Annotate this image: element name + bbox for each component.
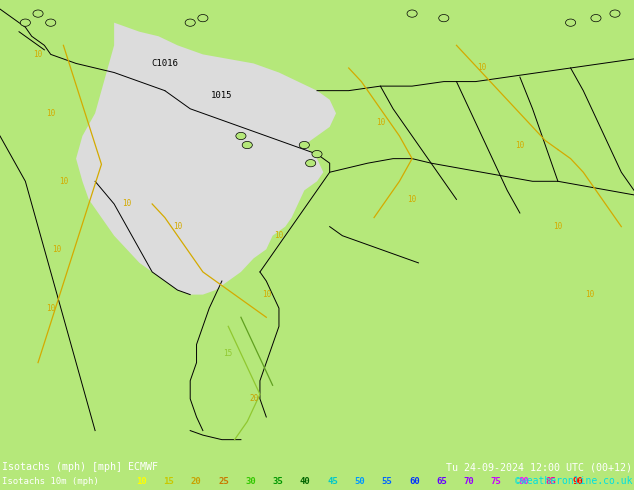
Circle shape [312,150,322,158]
Circle shape [198,15,208,22]
Text: 15: 15 [164,477,174,486]
Text: 10: 10 [34,50,42,59]
Text: 10: 10 [376,118,385,127]
Circle shape [610,10,620,17]
Text: 90: 90 [573,477,583,486]
Circle shape [46,19,56,26]
Text: 50: 50 [354,477,365,486]
Text: 10: 10 [46,109,55,118]
Text: 40: 40 [300,477,311,486]
Text: 10: 10 [408,195,417,204]
Text: C1016: C1016 [152,59,178,68]
Text: Isotachs 10m (mph): Isotachs 10m (mph) [2,477,99,486]
Text: 1015: 1015 [211,91,233,99]
Circle shape [566,19,576,26]
Text: Isotachs (mph) [mph] ECMWF: Isotachs (mph) [mph] ECMWF [2,463,158,472]
Circle shape [299,142,309,148]
Text: 70: 70 [463,477,474,486]
Text: 10: 10 [122,199,131,208]
Text: 10: 10 [53,245,61,254]
Text: 80: 80 [518,477,529,486]
Text: ©weatheronline.co.uk: ©weatheronline.co.uk [515,476,632,486]
Text: 20: 20 [249,394,258,403]
Text: 55: 55 [382,477,392,486]
Text: 20: 20 [191,477,202,486]
Text: 10: 10 [173,222,182,231]
Text: 65: 65 [436,477,447,486]
Circle shape [439,15,449,22]
Text: 60: 60 [409,477,420,486]
Circle shape [591,15,601,22]
Text: 15: 15 [224,349,233,358]
Text: 10: 10 [46,304,55,313]
Circle shape [20,19,30,26]
Circle shape [242,142,252,148]
Circle shape [407,10,417,17]
Text: 10: 10 [136,477,147,486]
Text: 10: 10 [477,64,486,73]
Text: 30: 30 [245,477,256,486]
Text: 10: 10 [275,231,283,240]
Text: 10: 10 [553,222,562,231]
Text: 10: 10 [262,290,271,299]
Text: 10: 10 [59,177,68,186]
Circle shape [33,10,43,17]
Text: Tu 24-09-2024 12:00 UTC (00+12): Tu 24-09-2024 12:00 UTC (00+12) [446,463,632,472]
Text: 25: 25 [218,477,229,486]
Text: 85: 85 [545,477,556,486]
Circle shape [236,132,246,140]
Polygon shape [76,23,336,294]
Circle shape [185,19,195,26]
Circle shape [306,160,316,167]
Text: 75: 75 [491,477,501,486]
Text: 10: 10 [585,290,594,299]
Text: 10: 10 [515,141,524,149]
Text: 35: 35 [273,477,283,486]
Text: 45: 45 [327,477,338,486]
